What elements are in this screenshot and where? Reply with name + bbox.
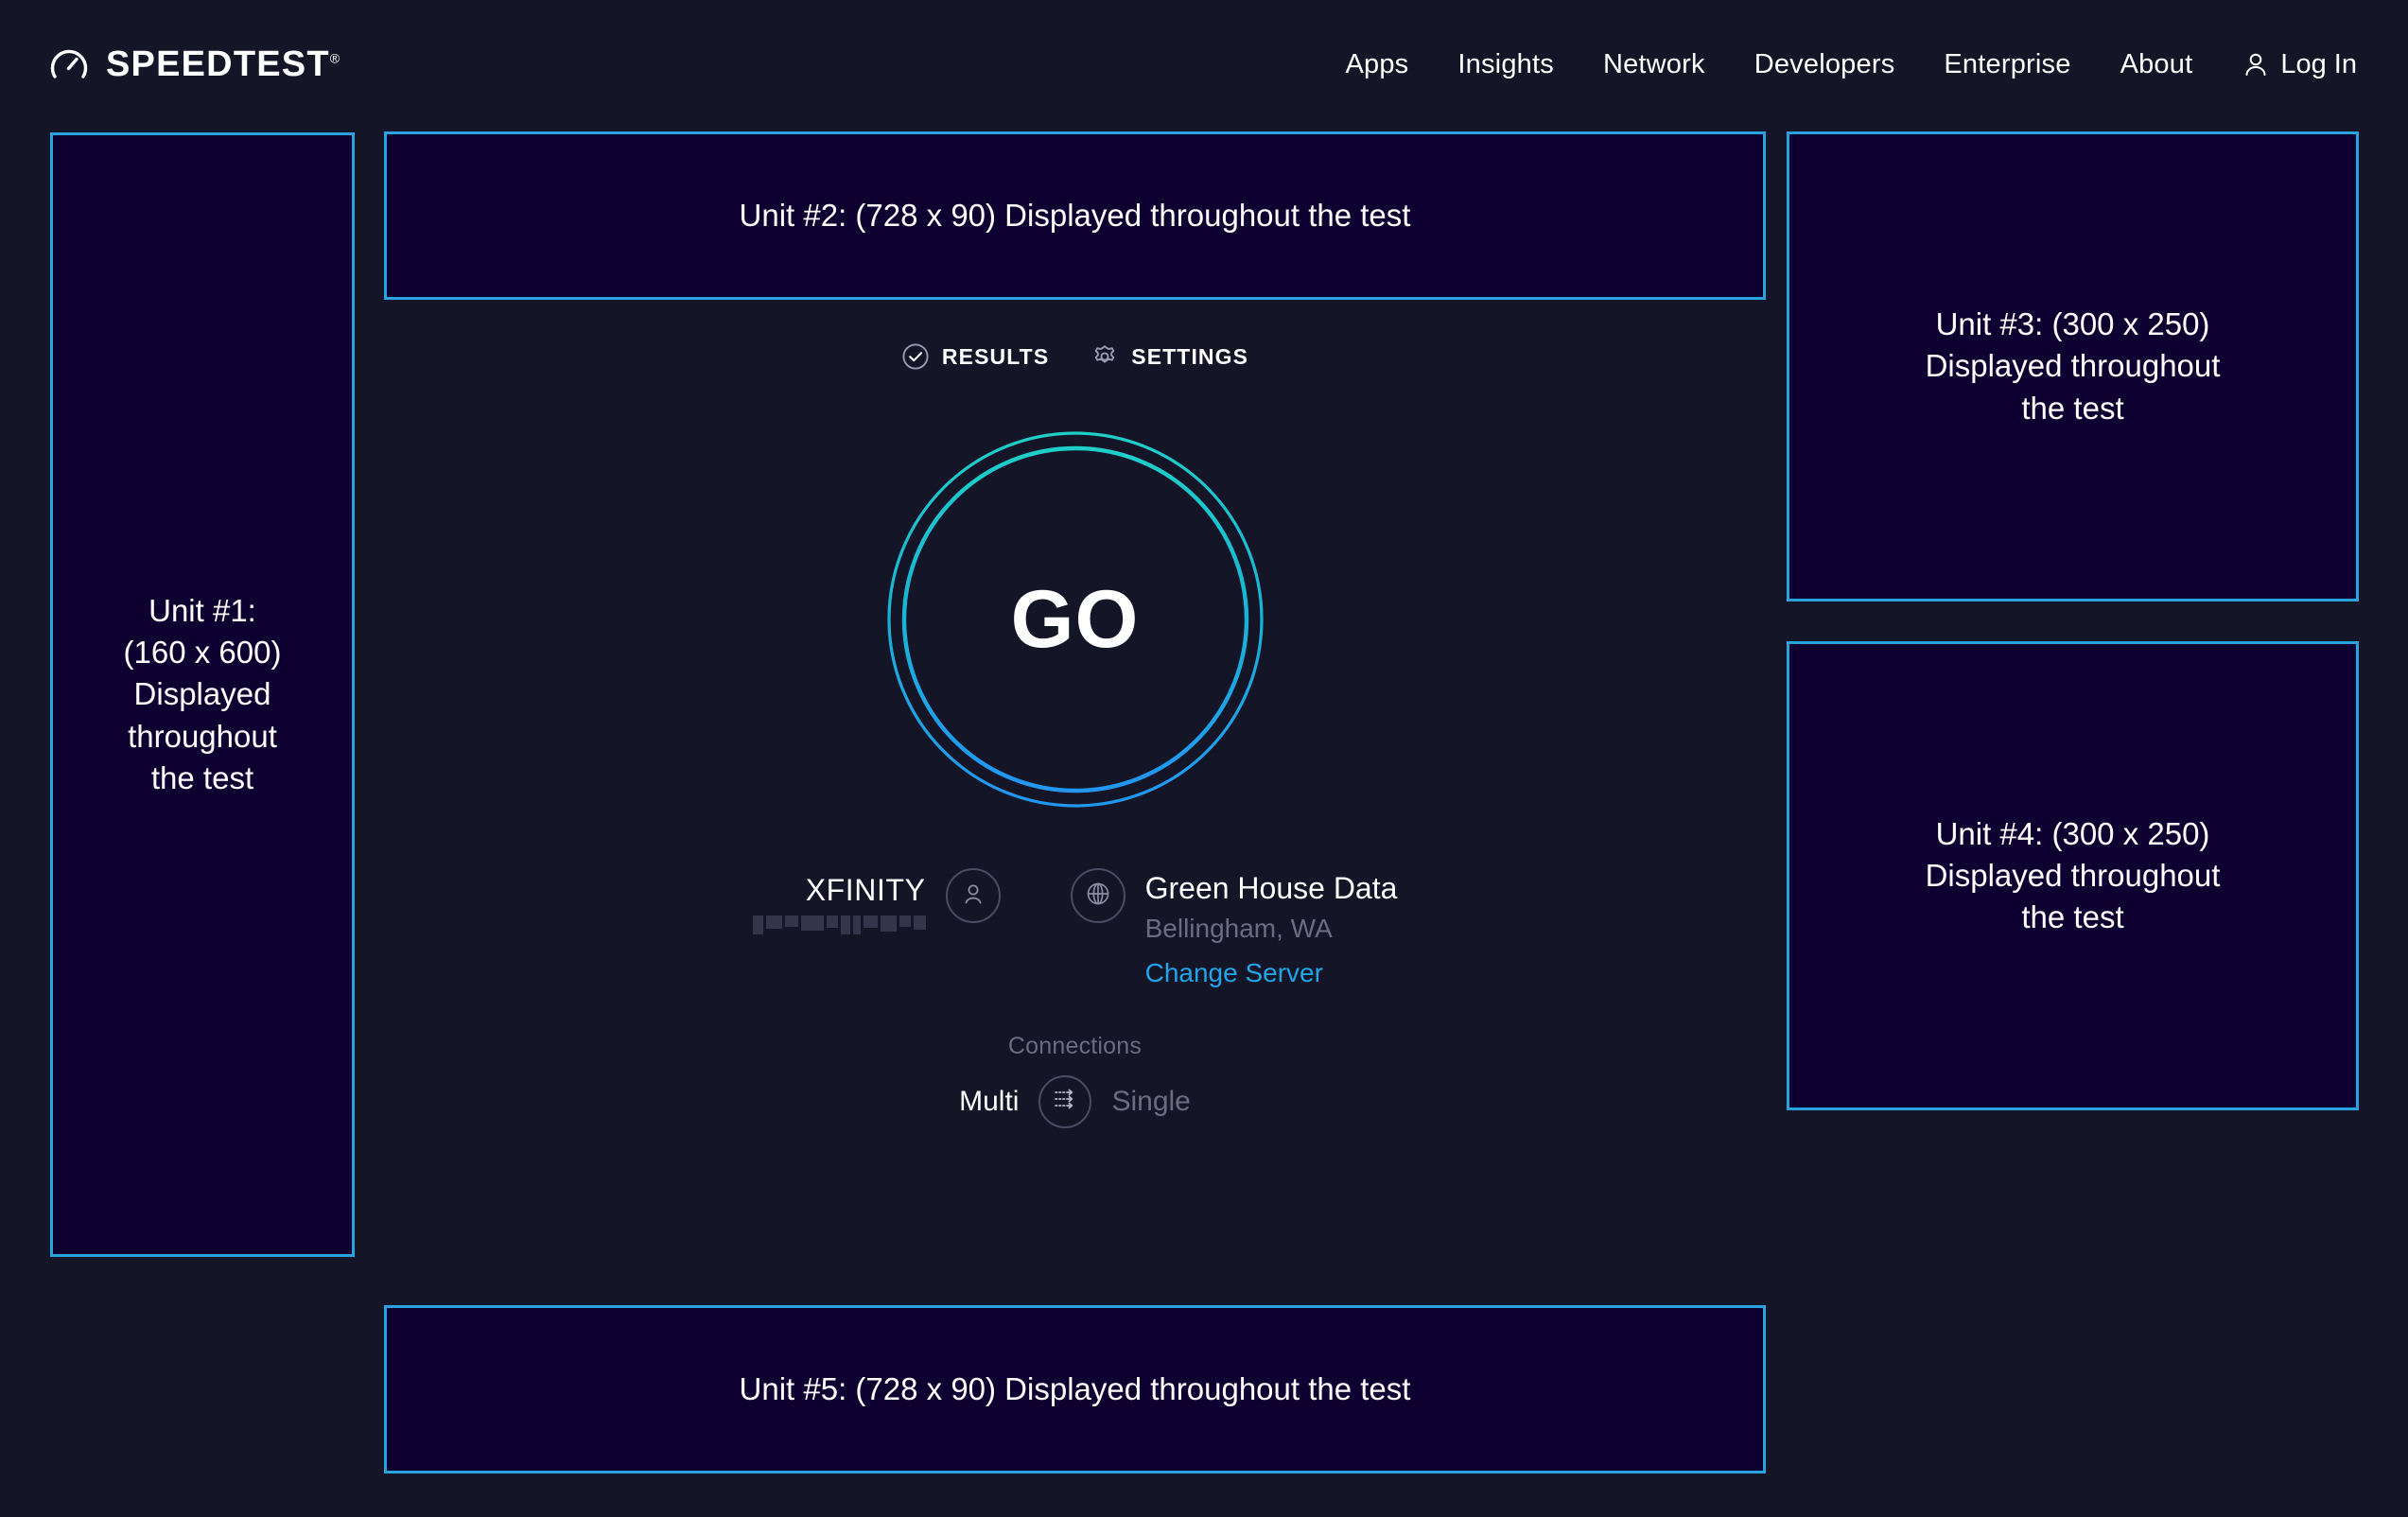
go-button[interactable]: GO [886,430,1265,809]
nav-item-insights[interactable]: Insights [1457,48,1554,79]
ad-unit-3[interactable]: Unit #3: (300 x 250) Displayed throughou… [1787,131,2359,602]
server-info[interactable]: Green House Data Bellingham, WA Change S… [1070,868,1398,989]
ad-line: Unit #3: (300 x 250) [1935,306,2210,342]
tab-results[interactable]: RESULTS [901,342,1049,371]
login-label: Log In [2280,48,2357,79]
check-circle-icon [901,342,930,371]
go-button-label[interactable]: GO [1010,573,1140,665]
gear-icon [1091,342,1119,371]
ad-unit-5[interactable]: Unit #5: (728 x 90) Displayed throughout… [384,1305,1766,1473]
ad-line: Displayed [133,676,271,712]
nav-item-developers[interactable]: Developers [1754,48,1895,79]
ad-unit-4[interactable]: Unit #4: (300 x 250) Displayed throughou… [1787,641,2359,1110]
ad-unit-4-text: Unit #4: (300 x 250) Displayed throughou… [1926,813,2221,939]
go-button-rings [886,431,1264,808]
ad-unit-2-text: Unit #2: (728 x 90) Displayed throughout… [739,197,1411,233]
speedtest-logo[interactable]: SPEEDTEST® [47,43,340,86]
ad-line: Displayed throughout [1925,348,2221,384]
multi-arrows-icon [1049,1083,1081,1120]
change-server-link[interactable]: Change Server [1144,957,1323,987]
connections-toggle: Multi [959,1074,1191,1128]
ad-line: Displayed throughout [1925,857,2221,893]
connections-toggle-button[interactable] [1038,1074,1092,1128]
trademark-mark: ® [329,49,341,65]
connections-single-label[interactable]: Single [1111,1085,1191,1117]
panel-tabs: RESULTS SETTINGS [901,342,1248,371]
connections-title: Connections [1007,1032,1143,1059]
connections-multi-label[interactable]: Multi [959,1085,1020,1117]
site-header: SPEEDTEST® Apps Insights Network Develop… [0,0,2408,129]
isp-name: XFINITY [805,873,926,907]
isp-info[interactable]: XFINITY [752,868,1001,936]
server-texts: Green House Data Bellingham, WA Change S… [1145,868,1398,989]
nav-item-enterprise[interactable]: Enterprise [1944,48,2071,79]
main-navigation: Apps Insights Network Developers Enterpr… [1320,49,2363,80]
ad-line: (160 x 600) [123,635,282,671]
connection-info: XFINITY [752,868,1398,989]
globe-icon-circle [1070,868,1125,923]
globe-icon [1084,880,1112,913]
tab-settings[interactable]: SETTINGS [1091,342,1248,371]
speedtest-panel: RESULTS SETTINGS [384,322,1766,1128]
ad-line: Unit #1: [148,592,256,628]
logo-wordmark: SPEEDTEST® [106,44,341,84]
ad-line: Unit #4: (300 x 250) [1935,815,2210,851]
ad-unit-5-text: Unit #5: (728 x 90) Displayed throughout… [739,1370,1411,1406]
ad-unit-1[interactable]: Unit #1: (160 x 600) Displayed throughou… [50,132,355,1257]
person-icon [960,881,986,912]
ad-line: the test [150,759,254,795]
login-button[interactable]: Log In [2217,49,2363,80]
ad-line: the test [2021,390,2124,426]
nav-item-network[interactable]: Network [1602,48,1705,79]
server-name: Green House Data [1144,871,1398,905]
ad-line: throughout [128,718,277,754]
ad-unit-1-text: Unit #1: (160 x 600) Displayed throughou… [124,590,282,799]
tab-results-label: RESULTS [941,343,1050,369]
ad-line: the test [2021,899,2124,935]
server-location: Bellingham, WA [1144,914,1333,944]
isp-ip-redacted [752,915,926,936]
person-icon-circle [945,868,1001,923]
ad-unit-3-text: Unit #3: (300 x 250) Displayed throughou… [1926,304,2221,429]
ad-unit-2[interactable]: Unit #2: (728 x 90) Displayed throughout… [384,131,1766,300]
tab-settings-label: SETTINGS [1131,343,1249,369]
nav-item-about[interactable]: About [2120,48,2193,79]
speedometer-icon [47,43,91,86]
nav-item-apps[interactable]: Apps [1345,48,1409,79]
isp-texts: XFINITY [752,868,926,936]
user-icon [2242,50,2270,78]
connections-section: Connections Multi [959,1033,1191,1128]
